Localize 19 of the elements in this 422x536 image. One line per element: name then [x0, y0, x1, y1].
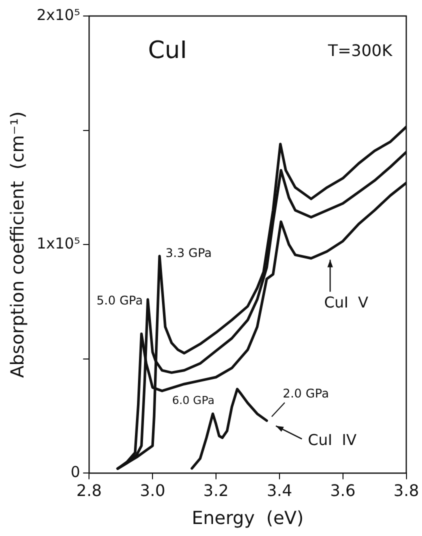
y-tick-label: 0	[70, 463, 80, 482]
x-tick-label: 3.2	[203, 480, 229, 500]
y-axis-title: Absorption coefficient (cm⁻¹)	[7, 111, 28, 378]
series-label: 5.0 GPa	[96, 294, 143, 308]
annotation: CuI IV	[308, 430, 358, 449]
x-tick-label: 3.6	[330, 480, 356, 500]
x-tick-label: 3.0	[140, 480, 166, 500]
y-tick-label: 1x10⁵	[36, 234, 80, 252]
x-tick-label: 2.8	[76, 480, 102, 500]
y-tick-label: 2x10⁵	[36, 6, 80, 24]
series-label: 6.0 GPa	[172, 394, 214, 407]
x-tick-label: 3.8	[394, 480, 420, 500]
text: 2.0 GPa	[282, 386, 329, 401]
x-tick-label: 3.4	[266, 480, 292, 500]
x-axis-title: Energy (eV)	[192, 508, 304, 529]
annotation: CuI	[148, 36, 188, 64]
series-label: 3.3 GPa	[166, 246, 212, 260]
annotation: T=300K	[327, 41, 393, 60]
annotation: CuI V	[324, 294, 369, 312]
